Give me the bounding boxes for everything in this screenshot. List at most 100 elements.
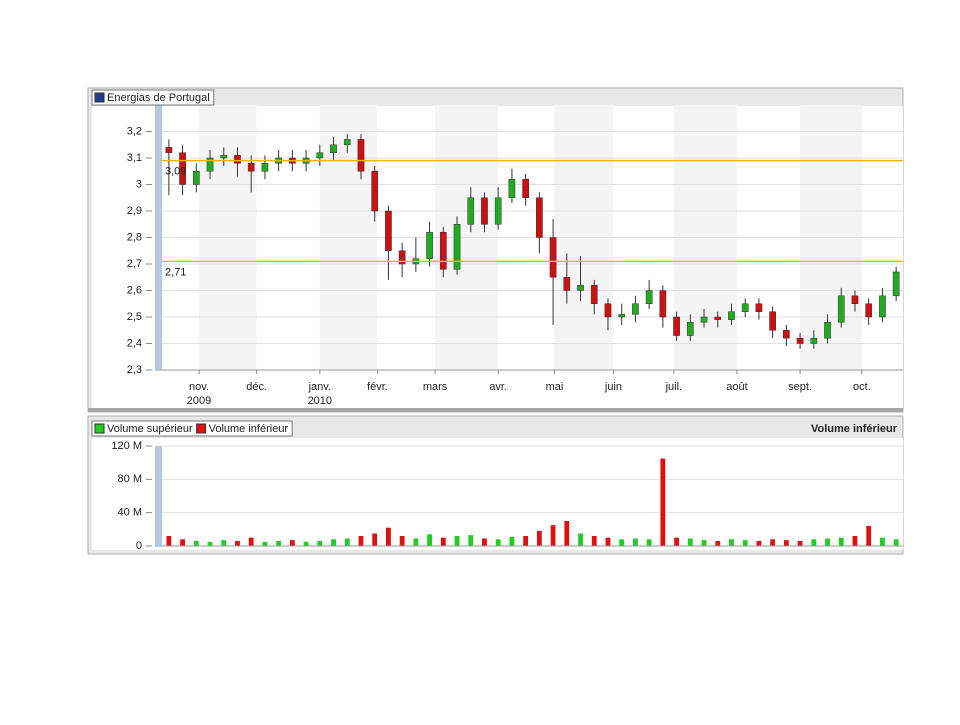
volume-bar: [770, 539, 776, 546]
candle-body: [879, 295, 886, 318]
candle-body: [577, 284, 584, 291]
candle-body: [220, 155, 228, 159]
candle-body: [851, 295, 859, 304]
candle-body: [810, 337, 818, 344]
volume-bar: [715, 541, 721, 546]
volume-bar: [838, 537, 844, 546]
x-tick-label: oct.: [853, 381, 871, 393]
candle-body: [741, 303, 749, 312]
candle-body: [824, 322, 831, 339]
x-tick-label: août: [726, 381, 747, 393]
candle-body: [247, 163, 255, 172]
x-tick-label: juin: [604, 381, 622, 393]
candle-body: [426, 231, 433, 259]
y-tick-label: 3,1: [127, 152, 142, 164]
volume-bar: [166, 536, 172, 546]
volume-bar: [605, 537, 611, 546]
volume-bar: [276, 541, 282, 546]
candle-body: [234, 155, 241, 164]
x-year-label: 2010: [308, 395, 332, 407]
volume-bar: [193, 541, 199, 546]
x-tick-label: sept.: [788, 381, 812, 393]
volume-bar: [221, 540, 227, 546]
candle-body: [632, 303, 639, 315]
candle-body: [439, 231, 447, 270]
volume-bar: [619, 539, 625, 546]
volume-bar: [578, 533, 583, 546]
candle-body: [673, 316, 680, 336]
volume-bar: [358, 536, 364, 546]
candle-body: [357, 139, 365, 172]
y-scroll: [155, 446, 162, 547]
y-tick-label: 3,2: [127, 125, 142, 137]
y-tick-label: 2,9: [127, 205, 142, 217]
volume-bar: [289, 540, 295, 546]
y-tick-label: 2,4: [127, 337, 142, 349]
candle-body: [522, 178, 529, 198]
volume-bar: [180, 539, 185, 546]
candle-body: [796, 337, 804, 344]
volume-bar: [248, 537, 254, 546]
splitter: [88, 408, 903, 412]
candle-body: [865, 303, 873, 318]
volume-bar: [866, 526, 872, 546]
volume-bar: [440, 537, 446, 546]
volume-bar: [783, 540, 789, 546]
candle-body: [494, 197, 502, 225]
x-year-label: 2009: [187, 395, 211, 407]
y-tick-label: 2,8: [127, 231, 142, 243]
candle-body: [508, 178, 516, 198]
level-label: 2,71: [165, 266, 186, 278]
y-tick-label: 2,7: [127, 258, 142, 270]
volume-bar: [825, 538, 830, 546]
volume-bar: [646, 539, 652, 546]
volume-bar: [262, 541, 268, 546]
candle-body: [371, 171, 379, 212]
volume-bar: [235, 541, 240, 546]
volume-bar: [756, 541, 762, 546]
candle-body: [481, 197, 488, 225]
candle-body: [755, 303, 763, 312]
volume-bar: [509, 536, 515, 546]
candle-body: [192, 171, 200, 185]
candle-body: [618, 314, 626, 318]
candle-body: [179, 152, 186, 185]
legend-swatch: [94, 423, 105, 434]
legend: [91, 89, 215, 106]
candle-body: [645, 290, 653, 304]
candle-body: [536, 197, 543, 238]
candle-body: [453, 224, 461, 270]
volume-bar: [386, 527, 391, 546]
volume-bar: [550, 525, 556, 546]
y-tick-label: 40 M: [118, 507, 142, 519]
candle-body: [165, 147, 173, 153]
x-tick-label: avr.: [489, 381, 507, 393]
candle-body: [892, 271, 900, 297]
x-tick-label: févr.: [367, 381, 388, 393]
volume-bar: [564, 521, 570, 546]
volume-bar: [797, 541, 803, 546]
candle-body: [783, 330, 790, 339]
x-tick-label: mars: [423, 381, 448, 393]
candle-body: [385, 210, 392, 251]
volume-bar: [811, 539, 817, 546]
x-tick-label: janv.: [308, 381, 331, 393]
x-tick-label: nov.: [189, 381, 209, 393]
candle-body: [686, 322, 694, 336]
volume-bar: [372, 533, 378, 546]
y-tick-label: 2,5: [127, 311, 142, 323]
volume-bar: [729, 539, 734, 546]
volume-bar: [674, 537, 679, 546]
legend: [91, 420, 293, 437]
candle-body: [467, 197, 475, 225]
candle-body: [714, 316, 722, 320]
legend-label: Energias de Portugal: [107, 92, 210, 104]
candle-body: [206, 157, 214, 172]
candle-body: [563, 277, 571, 291]
volume-bar: [468, 535, 474, 546]
volume-bar: [331, 539, 336, 546]
candle-body: [590, 284, 598, 305]
volume-bar: [660, 458, 666, 546]
